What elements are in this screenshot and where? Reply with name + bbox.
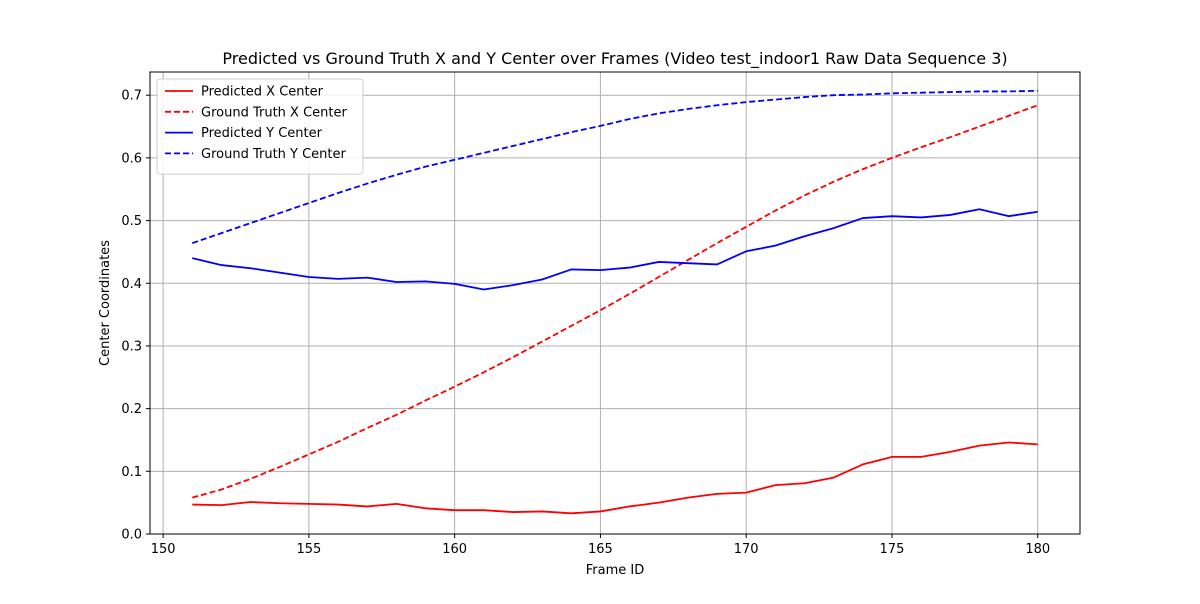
series-line-4: [191, 89, 1038, 244]
y-axis-label: Center Coordinates: [98, 240, 113, 366]
legend-box: [156, 78, 364, 175]
series-line-2: [192, 104, 1039, 499]
series-lines: [191, 89, 1039, 515]
y-tick-label: 0.6: [121, 151, 142, 166]
y-tick-label: 0.2: [121, 402, 142, 417]
legend-label: Predicted Y Center: [201, 126, 323, 141]
y-tick-label: 0.3: [121, 339, 142, 354]
y-tick-label: 0.5: [121, 214, 142, 229]
series-line-1: [192, 441, 1038, 515]
legend: Predicted X Center Ground Truth X Center P…: [156, 78, 364, 175]
legend-label: Predicted X Center: [201, 85, 324, 100]
y-tick-label: 0.4: [121, 277, 142, 292]
legend-label: Ground Truth X Center: [201, 105, 347, 120]
chart-title: Predicted vs Ground Truth X and Y Center…: [222, 49, 1007, 69]
legend-label: Ground Truth Y Center: [201, 147, 347, 162]
x-tick-label: 160: [442, 542, 467, 557]
x-tick-label: 150: [151, 542, 176, 557]
x-tick-label: 180: [1025, 542, 1050, 557]
x-tick-label: 165: [588, 542, 613, 557]
y-tick-label: 0.0: [121, 528, 142, 543]
x-tick-label: 155: [296, 542, 321, 557]
series-line-3: [192, 208, 1038, 291]
x-tick-label: 175: [880, 542, 905, 557]
x-tick-label: 170: [734, 542, 759, 557]
axis-ticks: 150 155 160 165 170 175 180 0.0 0.1 0.2 0.3 0.4 0.5 0…: [121, 89, 1050, 557]
plot-area-frame: [149, 71, 1081, 535]
y-tick-label: 0.7: [121, 89, 142, 104]
y-tick-label: 0.1: [121, 465, 142, 480]
x-axis-label: Frame ID: [586, 563, 644, 578]
